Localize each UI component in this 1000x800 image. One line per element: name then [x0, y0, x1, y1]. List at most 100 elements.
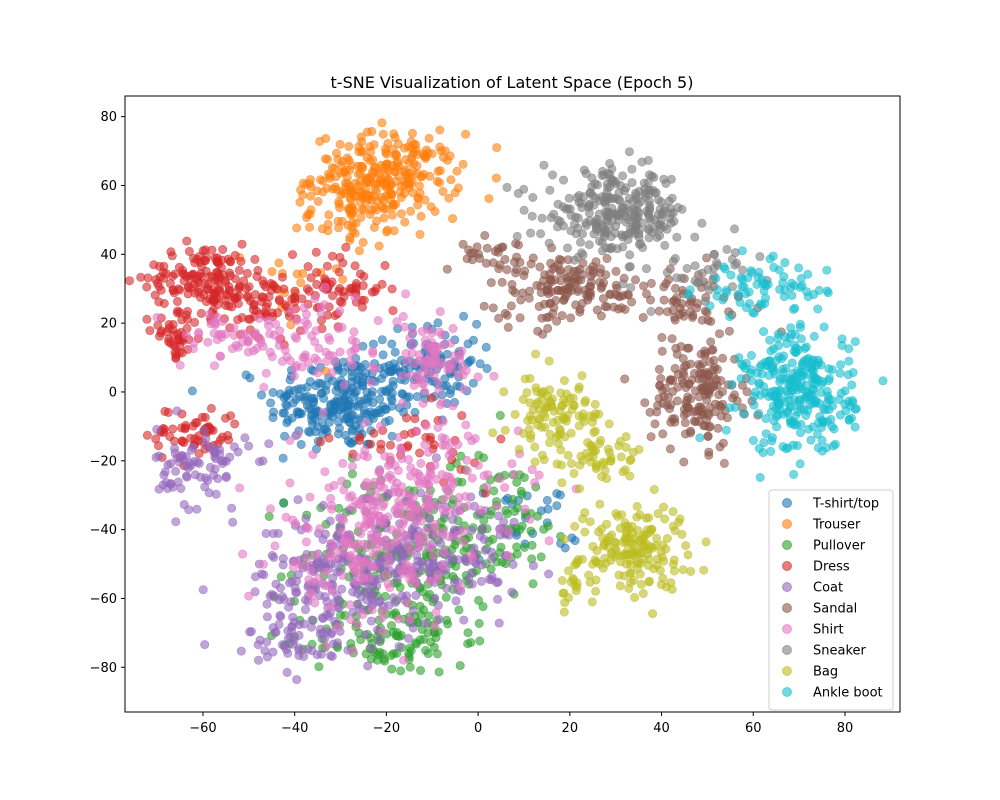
scatter-point — [773, 333, 783, 343]
scatter-point — [373, 635, 383, 645]
scatter-point — [784, 390, 794, 400]
scatter-point — [748, 435, 758, 445]
scatter-point — [458, 239, 468, 249]
scatter-point — [389, 359, 399, 369]
scatter-point — [274, 619, 284, 629]
scatter-point — [481, 258, 491, 268]
scatter-point — [325, 335, 335, 345]
scatter-point — [343, 220, 353, 230]
scatter-point — [306, 273, 316, 283]
legend-marker — [782, 498, 792, 508]
scatter-point — [207, 245, 217, 255]
scatter-point — [755, 252, 765, 262]
scatter-point — [574, 484, 584, 494]
scatter-point — [423, 148, 433, 158]
scatter-point — [758, 382, 768, 392]
scatter-point — [335, 405, 345, 415]
scatter-point — [599, 278, 609, 288]
scatter-point — [574, 421, 584, 431]
scatter-point — [759, 327, 769, 337]
scatter-point — [327, 251, 337, 261]
scatter-point — [393, 139, 403, 149]
scatter-point — [264, 292, 274, 302]
scatter-point — [775, 405, 785, 415]
scatter-point — [488, 428, 498, 438]
scatter-point — [688, 310, 698, 320]
scatter-point — [374, 241, 384, 251]
scatter-point — [382, 149, 392, 159]
scatter-point — [789, 469, 799, 479]
scatter-point — [278, 553, 288, 563]
scatter-point — [398, 519, 408, 529]
scatter-point — [359, 271, 369, 281]
scatter-point — [415, 448, 425, 458]
scatter-point — [566, 459, 576, 469]
scatter-point — [154, 484, 164, 494]
scatter-point — [615, 581, 625, 591]
scatter-point — [214, 293, 224, 303]
scatter-point — [494, 313, 504, 323]
scatter-point — [729, 224, 739, 234]
scatter-point — [314, 662, 324, 672]
scatter-point — [308, 409, 318, 419]
scatter-point — [424, 490, 434, 500]
scatter-point — [397, 389, 407, 399]
scatter-point — [714, 329, 724, 339]
scatter-point — [802, 355, 812, 365]
scatter-point — [528, 579, 538, 589]
scatter-point — [400, 217, 410, 227]
scatter-point — [468, 378, 478, 388]
scatter-point — [683, 550, 693, 560]
scatter-point — [236, 646, 246, 656]
scatter-point — [165, 279, 175, 289]
scatter-point — [721, 425, 731, 435]
scatter-point — [533, 420, 543, 430]
scatter-point — [737, 246, 747, 256]
scatter-point — [254, 655, 264, 665]
scatter-point — [520, 504, 530, 514]
scatter-point — [795, 282, 805, 292]
scatter-point — [755, 472, 765, 482]
scatter-point — [747, 376, 757, 386]
scatter-point — [436, 538, 446, 548]
scatter-point — [409, 359, 419, 369]
scatter-point — [219, 456, 229, 466]
scatter-point — [327, 504, 337, 514]
scatter-point — [527, 211, 537, 221]
scatter-point — [272, 284, 282, 294]
scatter-point — [548, 264, 558, 274]
scatter-point — [394, 171, 404, 181]
legend-label: Bag — [813, 665, 838, 680]
scatter-point — [405, 614, 415, 624]
scatter-point — [621, 217, 631, 227]
scatter-point — [395, 582, 405, 592]
scatter-point — [245, 296, 255, 306]
scatter-point — [327, 539, 337, 549]
scatter-point — [292, 587, 302, 597]
scatter-point — [628, 196, 638, 206]
scatter-point — [170, 269, 180, 279]
scatter-point — [380, 260, 390, 270]
scatter-point — [154, 441, 164, 451]
scatter-point — [463, 501, 473, 511]
scatter-point — [266, 398, 276, 408]
scatter-point — [605, 159, 615, 169]
scatter-point — [652, 533, 662, 543]
scatter-point — [371, 283, 381, 293]
scatter-point — [604, 419, 614, 429]
scatter-point — [673, 203, 683, 213]
scatter-point — [482, 243, 492, 253]
scatter-point — [368, 155, 378, 165]
scatter-point — [350, 228, 360, 238]
scatter-point — [556, 255, 566, 265]
scatter-point — [302, 213, 312, 223]
scatter-point — [618, 171, 628, 181]
scatter-point — [557, 478, 567, 488]
scatter-point — [788, 304, 798, 314]
scatter-point — [210, 448, 220, 458]
scatter-point — [758, 448, 768, 458]
scatter-point — [539, 524, 549, 534]
scatter-point — [677, 529, 687, 539]
scatter-point — [718, 438, 728, 448]
scatter-point — [316, 649, 326, 659]
